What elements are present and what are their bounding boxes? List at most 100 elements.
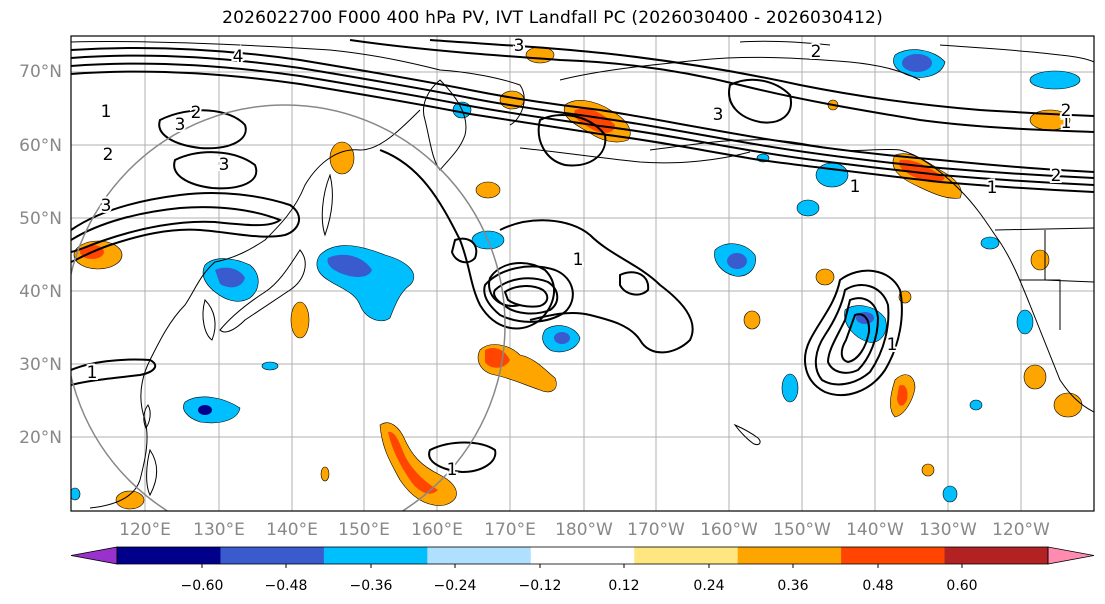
shade-cool-3b xyxy=(198,405,212,415)
contour-west-3 xyxy=(158,109,247,150)
shade-cool-10 xyxy=(796,199,820,217)
shade-warm-17 xyxy=(115,490,145,510)
contour-label: 3 xyxy=(175,115,186,135)
contour-label: 2 xyxy=(103,145,114,165)
coast-korea xyxy=(202,299,216,341)
shade-cool-12 xyxy=(1016,309,1034,335)
contour-label: 1 xyxy=(101,102,112,122)
lon-label: 120°W xyxy=(992,520,1050,540)
lon-label: 140°E xyxy=(266,520,318,540)
colorbar-tick-label: −0.12 xyxy=(519,578,562,594)
lat-label: 30°N xyxy=(19,355,62,375)
coast-east-asia xyxy=(89,109,421,509)
contour-jet-1 xyxy=(71,47,1094,173)
shade-cool-11 xyxy=(781,373,799,403)
contour-jet-5 xyxy=(349,39,1094,133)
shade-cool-6b xyxy=(902,54,932,72)
border-us-canada xyxy=(994,227,1094,231)
shade-warm-12 xyxy=(743,310,761,330)
lon-label: 140°W xyxy=(846,520,904,540)
colorbar-segment xyxy=(944,547,1049,564)
contour-west-4 xyxy=(173,151,258,190)
colorbar-segment xyxy=(427,547,532,564)
contour-label: 1 xyxy=(447,460,458,480)
coast-philippines xyxy=(146,448,158,497)
lon-label: 160°E xyxy=(411,520,463,540)
lon-label: 180°W xyxy=(555,520,613,540)
colorbar-segment xyxy=(841,547,946,564)
contour-central-2 xyxy=(483,265,574,323)
lat-label: 20°N xyxy=(19,428,62,448)
contour-label: 1 xyxy=(850,177,861,197)
colorbar-tick-label: 0.60 xyxy=(946,578,977,594)
lon-label: 150°W xyxy=(773,520,831,540)
contour-east-4 xyxy=(840,313,871,364)
graticule xyxy=(71,36,1094,511)
shade-cool-18 xyxy=(261,361,279,371)
contour-west-5 xyxy=(71,358,157,386)
colorbar-tick-label: 0.24 xyxy=(693,578,724,594)
contour-central-5 xyxy=(499,219,694,354)
coast-arctic xyxy=(739,40,1094,63)
latitude-axis: 70°N 60°N 50°N 40°N 30°N 20°N xyxy=(19,62,62,448)
shade-warm-9 xyxy=(329,141,355,175)
map-border xyxy=(70,35,1095,512)
shade-warm-2b xyxy=(388,431,438,494)
lat-label: 50°N xyxy=(19,209,62,229)
shade-warm-14 xyxy=(1053,392,1083,418)
shade-cool-17 xyxy=(969,399,983,411)
contour-label: 3 xyxy=(101,196,112,216)
lon-label: 120°E xyxy=(119,520,171,540)
contour-label: 3 xyxy=(713,105,724,125)
coast-na-west xyxy=(994,234,1094,413)
lat-label: 40°N xyxy=(19,282,62,302)
lon-label: 170°E xyxy=(484,520,536,540)
colorbar-segment xyxy=(220,547,325,564)
colorbar-tick-label: −0.48 xyxy=(265,578,308,594)
border-states xyxy=(1020,230,1094,330)
contour-small-3 xyxy=(537,114,607,167)
contour-jet-2 xyxy=(71,54,1094,179)
region-circle xyxy=(71,104,506,511)
contour-central-1 xyxy=(379,149,555,330)
contour-label: 1 xyxy=(887,335,898,355)
lat-label: 70°N xyxy=(19,62,62,82)
contour-label: 3 xyxy=(514,36,525,56)
shade-cool-4b xyxy=(727,253,747,269)
contour-jet-3 xyxy=(71,62,1094,186)
lon-label: 160°W xyxy=(700,520,758,540)
colorbar-tick-label: 0.36 xyxy=(777,578,808,594)
shade-cool-2b xyxy=(215,267,245,288)
colorbar-tick-label: 0.12 xyxy=(608,578,639,594)
contour-east-2 xyxy=(814,284,890,386)
shade-warm-21 xyxy=(320,466,330,482)
colorbar-segment xyxy=(530,547,635,564)
contour-label: 2 xyxy=(191,103,202,123)
contour-label: 1 xyxy=(987,178,998,198)
shade-warm-13 xyxy=(1023,364,1047,390)
lat-label: 60°N xyxy=(19,136,62,156)
colorbar-extend-max xyxy=(1047,546,1095,565)
shade-cool-14 xyxy=(980,236,1000,250)
shade-warm-8 xyxy=(475,181,501,199)
shade-cool-19 xyxy=(71,487,81,501)
contour-small-4 xyxy=(450,237,478,264)
colorbar xyxy=(70,546,1095,568)
contour-label: 3 xyxy=(219,155,230,175)
coast-hawaii xyxy=(733,423,761,445)
contour-label: 4 xyxy=(233,47,244,67)
longitude-axis: 120°E 130°E 140°E 150°E 160°E 170°E 180°… xyxy=(119,520,1050,540)
coast-aleutians xyxy=(519,147,751,164)
contour-label: 2 xyxy=(1051,166,1062,186)
shade-cool-15 xyxy=(1029,70,1081,90)
coastlines xyxy=(71,40,1094,509)
coast-alaska xyxy=(559,56,921,81)
shade-warm-16 xyxy=(290,301,310,339)
contour-label-group: 1 2 3 1 4 2 3 3 3 2 3 1 1 1 2 1 1 2 1 xyxy=(85,36,1074,482)
shade-cool-16 xyxy=(942,485,958,503)
contour-label: 1 xyxy=(573,250,584,270)
shading-positive xyxy=(73,46,1083,510)
colorbar-segment xyxy=(634,547,739,564)
contour-east-1 xyxy=(804,269,903,396)
